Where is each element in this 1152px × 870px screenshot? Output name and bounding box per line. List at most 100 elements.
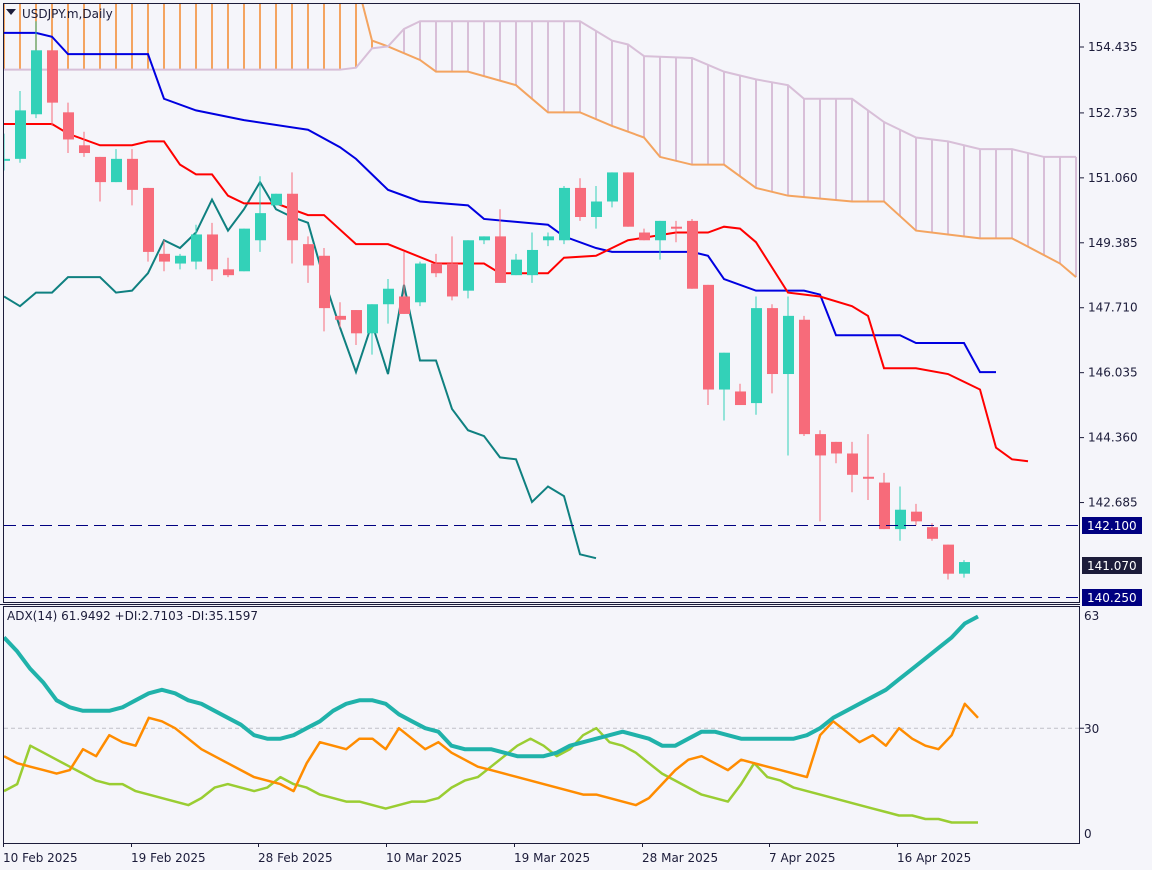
candle <box>815 430 826 522</box>
price-tick-label: 152.735 <box>1088 106 1138 120</box>
candle <box>447 236 458 301</box>
candle <box>783 296 794 456</box>
di-line <box>4 726 978 824</box>
candle <box>15 91 26 163</box>
di-line <box>4 702 979 807</box>
candle <box>639 228 650 241</box>
candle <box>895 486 906 541</box>
price-tag-label: 141.070 <box>1087 559 1137 573</box>
candle <box>911 503 922 526</box>
candle <box>623 172 634 227</box>
candle <box>671 220 682 243</box>
candle <box>303 236 314 283</box>
date-tick-label: 10 Mar 2025 <box>386 851 462 865</box>
candle <box>319 248 330 332</box>
candle <box>351 310 362 345</box>
candle <box>687 218 698 289</box>
price-candles <box>4 21 970 580</box>
adx-indicator <box>4 614 1079 824</box>
candle <box>719 352 730 421</box>
candle <box>4 133 10 171</box>
adx-tick-label: 0 <box>1084 827 1092 841</box>
level-price-tag <box>1082 589 1142 606</box>
candle <box>127 149 138 206</box>
candle <box>655 220 666 260</box>
candle <box>559 185 570 245</box>
candle <box>175 253 186 270</box>
senkou-span-b-line <box>4 20 1076 158</box>
candle <box>223 257 234 278</box>
candle <box>799 315 810 437</box>
candle <box>239 228 250 272</box>
candle <box>255 176 266 252</box>
price-tick-label: 144.360 <box>1088 431 1138 445</box>
candle <box>943 544 954 580</box>
candle <box>511 253 522 276</box>
date-tick-label: 7 Apr 2025 <box>769 851 836 865</box>
candle <box>735 383 746 406</box>
date-tick-label: 10 Feb 2025 <box>3 851 78 865</box>
adx-tick-label: 63 <box>1084 609 1099 623</box>
candle <box>335 302 346 328</box>
price-tag-label: 142.100 <box>1087 519 1137 533</box>
candle <box>527 232 538 283</box>
date-tick-label: 19 Feb 2025 <box>131 851 206 865</box>
candle <box>143 187 154 262</box>
candle <box>927 523 938 541</box>
candle <box>751 296 762 415</box>
adx-axis: 63 30 0 <box>1080 609 1099 841</box>
date-tick-label: 28 Mar 2025 <box>642 851 718 865</box>
time-axis: 10 Feb 2025 19 Feb 2025 28 Feb 2025 10 Mar … <box>3 843 971 865</box>
price-tags: 142.100 141.070 140.250 <box>1082 517 1142 606</box>
price-tick-label: 154.435 <box>1088 40 1138 54</box>
level-price-tag <box>1082 517 1142 534</box>
candle <box>63 102 74 154</box>
candle <box>831 441 842 464</box>
candle <box>495 209 506 283</box>
candle <box>383 279 394 324</box>
candle <box>191 224 202 270</box>
candle <box>463 240 474 299</box>
candle <box>399 251 410 314</box>
date-tick-label: 19 Mar 2025 <box>514 851 590 865</box>
candle <box>271 193 282 206</box>
candle <box>479 236 490 245</box>
price-tick-label: 151.060 <box>1088 171 1138 185</box>
candle <box>847 441 858 493</box>
candle <box>415 261 426 307</box>
candle <box>287 172 298 264</box>
date-tick-label: 16 Apr 2025 <box>897 851 971 865</box>
chikou-span-line <box>4 180 597 560</box>
candle <box>367 304 378 355</box>
candle <box>959 560 970 578</box>
price-tick-label: 147.710 <box>1088 301 1138 315</box>
triangle-down-icon[interactable] <box>6 9 16 15</box>
main-panel-frame <box>3 3 1080 603</box>
price-axis: 154.435 152.735 151.060 149.385 147.710 146.0… <box>1080 40 1138 510</box>
tenkan-sen-line <box>4 122 1029 463</box>
candle <box>159 240 170 272</box>
candle <box>863 434 874 501</box>
candle <box>591 185 602 229</box>
candle <box>703 284 714 406</box>
adx-legend: ADX(14) 61.9492 +DI:2.7103 -DI:35.1597 <box>7 609 258 623</box>
candle <box>111 149 122 183</box>
current-price-tag <box>1082 557 1142 574</box>
adx-panel-frame <box>3 606 1080 844</box>
candle <box>47 50 58 126</box>
candle <box>431 253 442 278</box>
symbol-title: USDJPY.m,Daily <box>22 7 113 21</box>
candle <box>575 178 586 221</box>
candle <box>767 304 778 394</box>
date-tick-label: 28 Feb 2025 <box>258 851 333 865</box>
price-tick-label: 149.385 <box>1088 236 1138 250</box>
candle <box>79 131 90 157</box>
candle <box>607 172 618 208</box>
candle <box>95 156 106 202</box>
price-tag-label: 140.250 <box>1087 591 1137 605</box>
price-tick-label: 146.035 <box>1088 366 1138 380</box>
candle <box>207 222 218 281</box>
candle <box>879 472 890 530</box>
